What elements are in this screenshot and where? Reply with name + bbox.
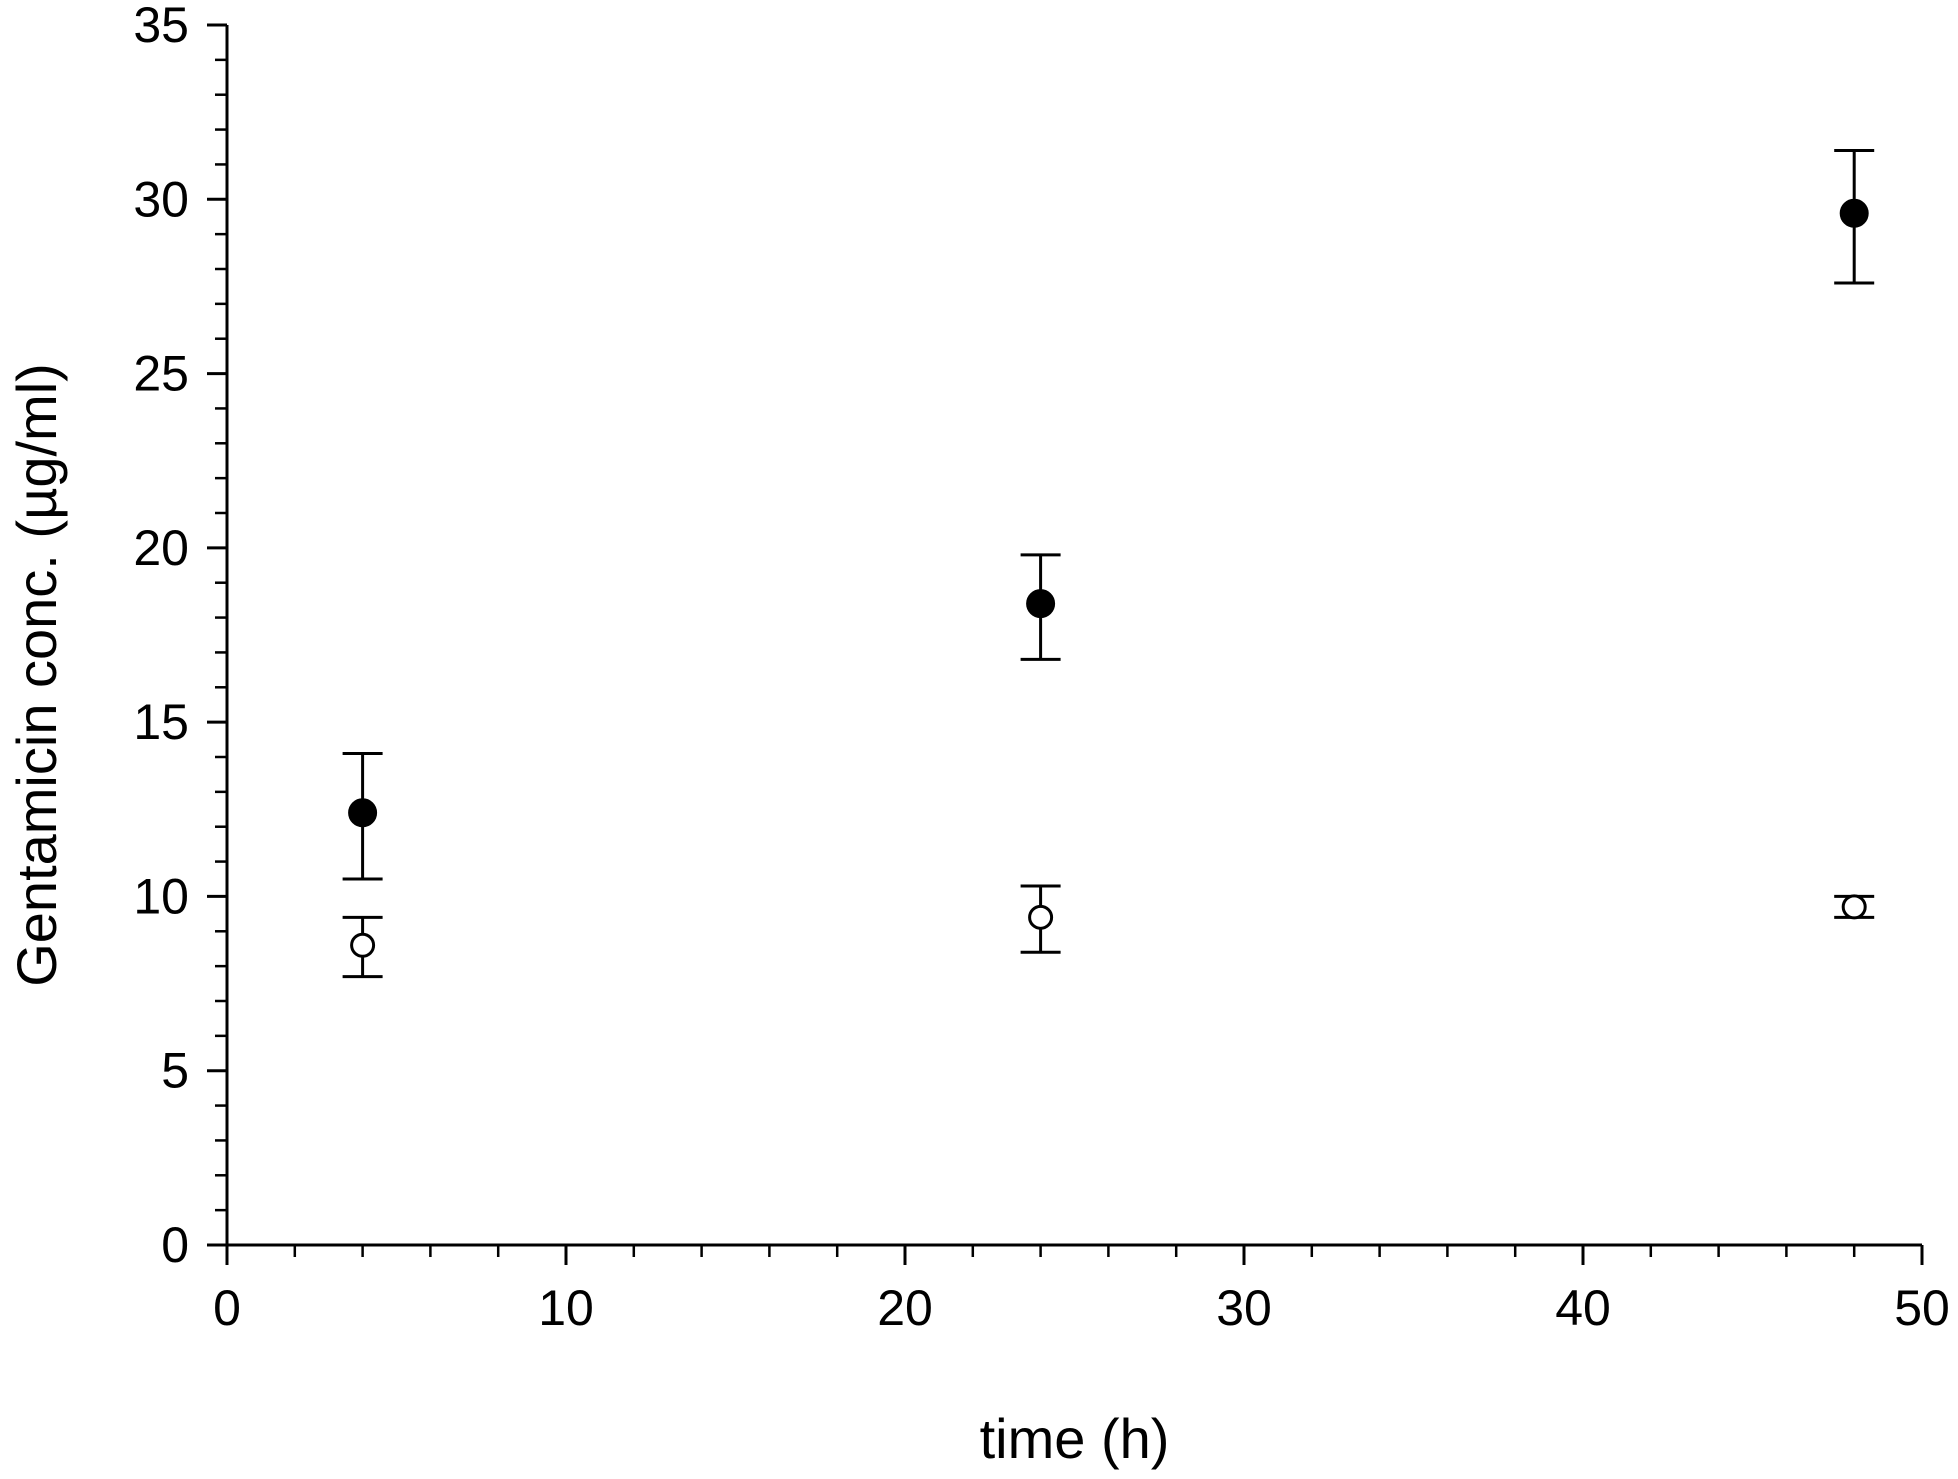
y-tick-label: 20 <box>133 520 189 576</box>
major-ticks <box>207 23 1924 1265</box>
x-axis-title: time (h) <box>980 1407 1170 1470</box>
y-axis-title: Gentamicin conc. (µg/ml) <box>5 363 68 987</box>
open-circle-point <box>350 932 376 958</box>
minor-ticks <box>215 58 1856 1257</box>
y-tick-label: 5 <box>161 1043 189 1099</box>
open-circle-point <box>1841 894 1867 920</box>
open-circle-point <box>1028 904 1054 930</box>
y-tick-label: 25 <box>133 346 189 402</box>
x-tick-label: 40 <box>1555 1280 1611 1336</box>
x-tick-label: 10 <box>538 1280 594 1336</box>
x-tick-label: 30 <box>1216 1280 1272 1336</box>
filled-circle-point <box>348 798 378 828</box>
y-tick-label: 15 <box>133 694 189 750</box>
x-tick-labels: 0 10 20 30 40 50 <box>213 1280 1950 1336</box>
x-tick-label: 50 <box>1894 1280 1950 1336</box>
y-tick-label: 10 <box>133 868 189 924</box>
y-tick-label: 0 <box>161 1217 189 1273</box>
x-tick-label: 20 <box>877 1280 933 1336</box>
y-tick-label: 30 <box>133 171 189 227</box>
data-markers <box>348 198 1869 958</box>
y-tick-labels: 0 5 10 15 20 25 30 35 <box>133 0 189 1273</box>
filled-circle-point <box>1839 198 1869 228</box>
filled-circle-point <box>1026 589 1056 619</box>
x-tick-label: 0 <box>213 1280 241 1336</box>
y-tick-label: 35 <box>133 0 189 53</box>
error-bars <box>342 148 1875 979</box>
